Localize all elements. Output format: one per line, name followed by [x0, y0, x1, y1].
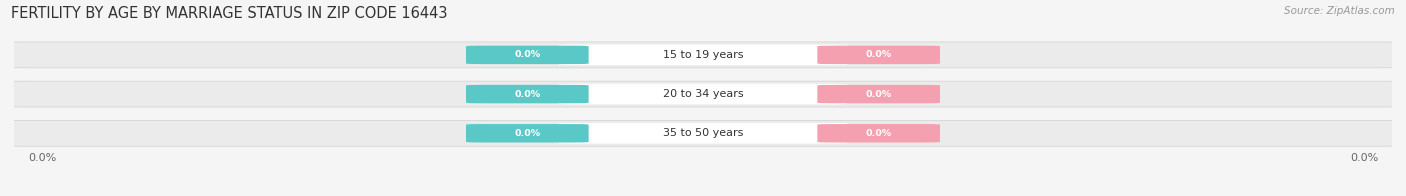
Text: 0.0%: 0.0% [1350, 153, 1378, 163]
Text: 0.0%: 0.0% [515, 90, 540, 99]
Text: Source: ZipAtlas.com: Source: ZipAtlas.com [1284, 6, 1395, 16]
Text: 15 to 19 years: 15 to 19 years [662, 50, 744, 60]
Text: 0.0%: 0.0% [28, 153, 56, 163]
Text: 20 to 34 years: 20 to 34 years [662, 89, 744, 99]
FancyBboxPatch shape [817, 46, 941, 64]
FancyBboxPatch shape [817, 85, 941, 103]
Text: 0.0%: 0.0% [866, 129, 891, 138]
Text: 0.0%: 0.0% [515, 129, 540, 138]
Text: 0.0%: 0.0% [866, 50, 891, 59]
FancyBboxPatch shape [465, 46, 589, 64]
FancyBboxPatch shape [0, 120, 1406, 146]
FancyBboxPatch shape [465, 124, 589, 142]
Text: 35 to 50 years: 35 to 50 years [662, 128, 744, 138]
FancyBboxPatch shape [558, 123, 848, 144]
FancyBboxPatch shape [817, 124, 941, 142]
Text: 0.0%: 0.0% [515, 50, 540, 59]
FancyBboxPatch shape [558, 44, 848, 65]
FancyBboxPatch shape [558, 84, 848, 104]
FancyBboxPatch shape [0, 81, 1406, 107]
Text: FERTILITY BY AGE BY MARRIAGE STATUS IN ZIP CODE 16443: FERTILITY BY AGE BY MARRIAGE STATUS IN Z… [11, 6, 447, 21]
FancyBboxPatch shape [0, 42, 1406, 68]
FancyBboxPatch shape [465, 85, 589, 103]
Text: 0.0%: 0.0% [866, 90, 891, 99]
